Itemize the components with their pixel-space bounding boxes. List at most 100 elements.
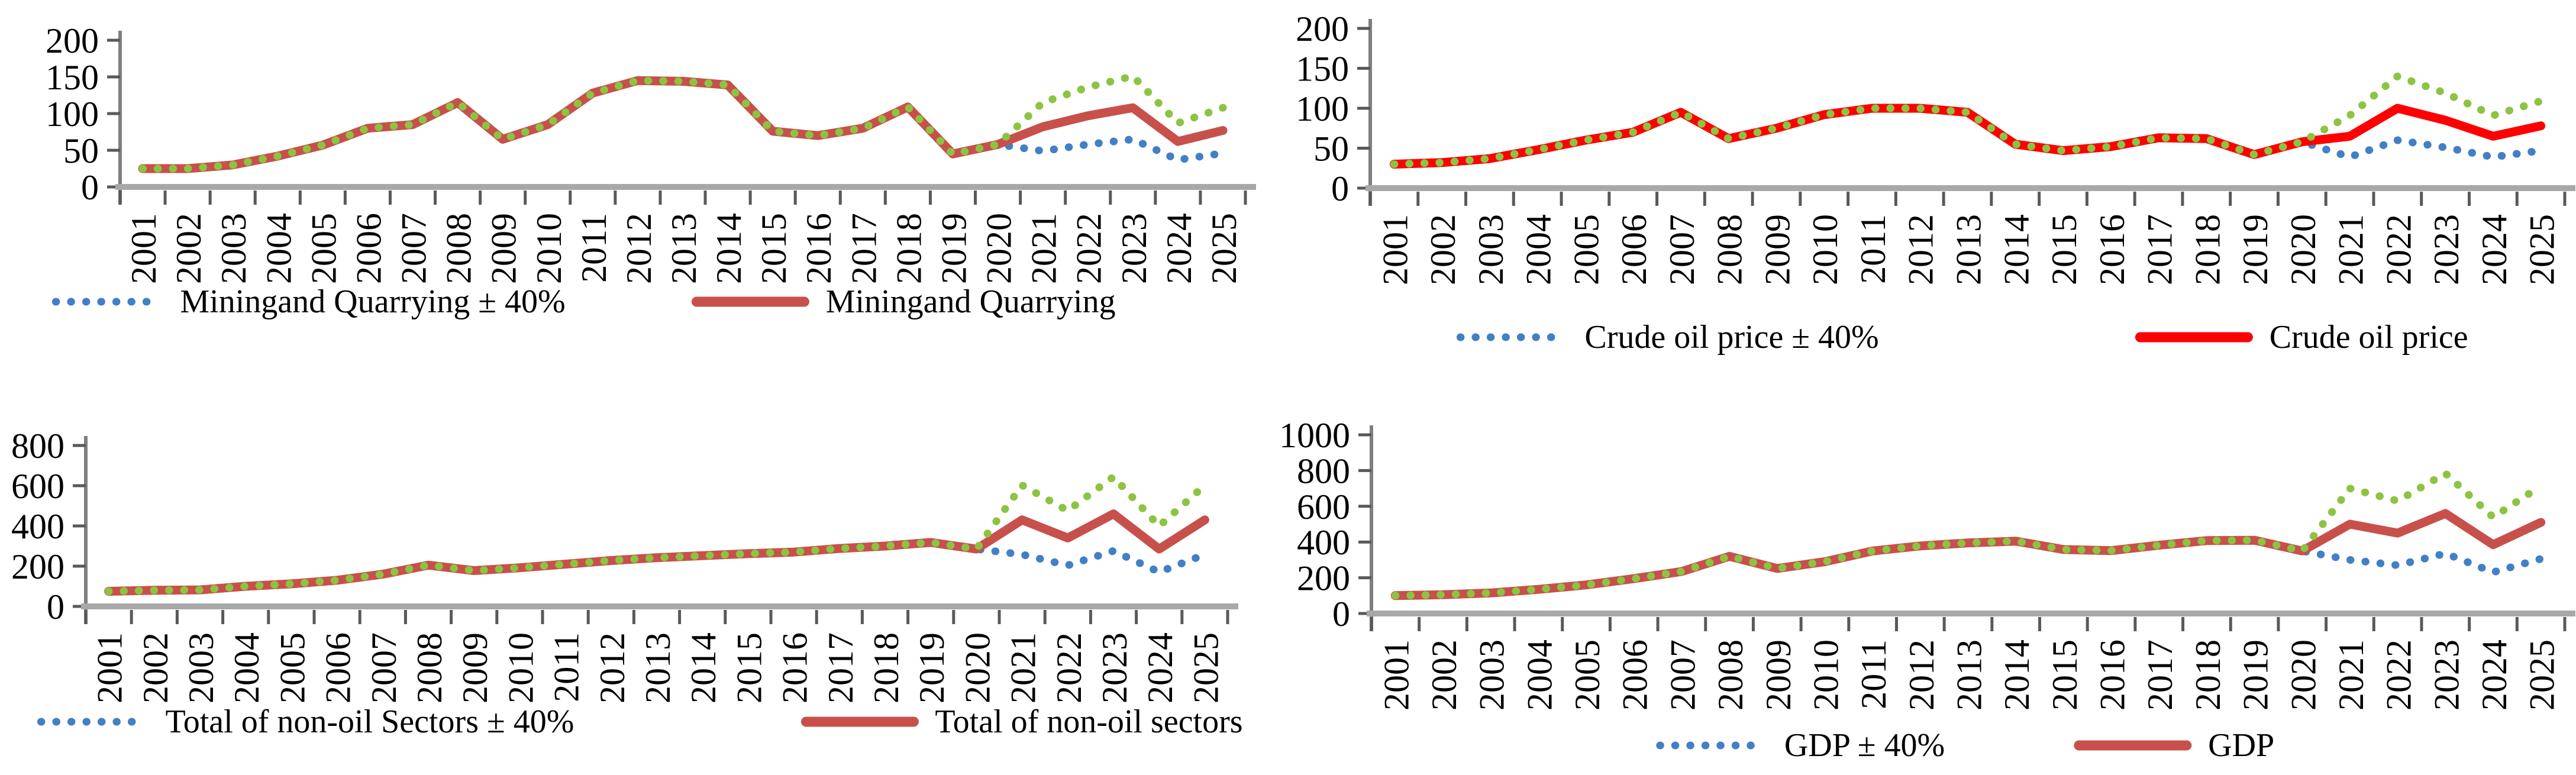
x-axis-year-label: 2001: [91, 632, 130, 703]
legend-item: Crude oil price ± 40%: [1454, 319, 1879, 356]
x-axis-year-label: 2011: [547, 632, 586, 702]
x-axis-year-label: 2003: [214, 213, 253, 284]
x-axis-year-label: 2013: [1949, 214, 1989, 285]
y-axis-tick-label: 600: [11, 467, 64, 506]
x-axis-year-label: 2012: [593, 632, 632, 703]
series-upper-line: [138, 72, 1227, 173]
x-axis-year-label: 2018: [2188, 214, 2227, 285]
x-axis-year-label: 2010: [501, 632, 540, 703]
x-axis-year-label: 2016: [799, 213, 838, 284]
x-axis-year-label: 2024: [2475, 214, 2514, 285]
series-central-line: [104, 509, 1209, 596]
x-axis-year-label: 2006: [319, 632, 358, 703]
x-axis-year-label: 2004: [1520, 640, 1559, 711]
x-axis-year-label: 2003: [1471, 214, 1510, 285]
y-axis-tick-label: 800: [1297, 451, 1350, 490]
legend-item: Crude oil price: [2133, 321, 2468, 354]
x-axis-year-label: 2022: [2379, 214, 2418, 285]
dotted-line-swatch: [37, 718, 149, 726]
y-axis-tick-label: 0: [1332, 595, 1350, 634]
legend-label: GDP ± 40%: [1784, 727, 1945, 764]
chart-panel-non-oil-sectors: 0 200 400 600 800 2001 2002 2003 2004 2005 2006 200…: [0, 379, 1260, 775]
x-axis-year-label: 2004: [259, 213, 298, 284]
y-axis-tick-label: 150: [1296, 50, 1349, 89]
x-axis-year-label: 2006: [1615, 214, 1654, 285]
y-axis-tick-label: 200: [11, 547, 64, 586]
x-axis-year-label: 2018: [867, 632, 906, 703]
legend-label: Crude oil price ± 40%: [1584, 319, 1879, 356]
x-axis-year-label: 2006: [1616, 640, 1655, 711]
x-axis-year-label: 2021: [1025, 213, 1064, 284]
x-axis-year-label: 2001: [1377, 640, 1416, 711]
x-axis-year-label: 2004: [227, 632, 266, 703]
x-axis-year-label: 2007: [1663, 640, 1702, 711]
x-axis-year-label: 2009: [485, 213, 524, 284]
x-axis-year-label: 2015: [729, 632, 769, 703]
x-axis-year-label: 2007: [395, 213, 434, 284]
x-axis-year-label: 2008: [1711, 640, 1750, 711]
legend-item: Miningand Quarrying: [690, 285, 1116, 318]
x-axis-year-label: 2008: [440, 213, 479, 284]
x-axis-year-label: 2021: [2332, 640, 2371, 711]
x-axis-year-label: 2009: [456, 632, 495, 703]
chart-panel-crude-oil: 0 50 100 150 200 2001 2002 2003 2004 2005 2006 2007…: [1260, 0, 2576, 390]
x-axis-year-label: 2022: [1070, 213, 1109, 284]
x-axis-year-label: 2001: [1376, 214, 1415, 285]
chart-panel-mining-quarrying: 0 50 100 150 200 2001 2002 2003 2004 2005 2006 2007…: [0, 0, 1260, 367]
y-axis-tick-label: 800: [11, 427, 64, 466]
x-axis-year-label: 2025: [2523, 640, 2562, 711]
y-axis-tick-label: 50: [1313, 130, 1349, 169]
x-axis-year-label: 2005: [1567, 214, 1606, 285]
x-axis-year-label: 2020: [980, 213, 1019, 284]
x-axis-year-label: 2023: [2427, 214, 2466, 285]
x-axis-year-label: 2025: [2523, 214, 2562, 285]
series-upper-line: [1390, 72, 2545, 168]
y-axis-tick-label: 0: [47, 587, 64, 627]
x-axis-year-label: 2018: [2188, 640, 2228, 711]
y-axis-tick-label: 150: [46, 58, 99, 97]
x-axis-year-label: 2014: [684, 632, 723, 703]
x-axis-year-label: 2024: [1141, 632, 1180, 703]
x-axis-year-label: 2015: [2045, 214, 2084, 285]
x-axis-year-label: 2022: [2380, 640, 2419, 711]
series-upper-line: [1391, 469, 2545, 600]
dotted-line-swatch: [1656, 741, 1768, 750]
x-axis-year-label: 2023: [2427, 640, 2466, 711]
x-axis-year-label: 2010: [530, 213, 569, 284]
y-axis-tick-label: 400: [1297, 523, 1350, 562]
y-axis-tick-label: 400: [11, 507, 64, 546]
x-axis-year-label: 2023: [1115, 213, 1154, 284]
legend-item: GDP ± 40%: [1654, 729, 1945, 762]
x-axis-year-label: 2024: [2475, 640, 2514, 711]
x-axis-year-label: 2003: [182, 632, 221, 703]
legend-item: GDP: [2072, 729, 2274, 762]
x-axis-year-label: 2024: [1160, 213, 1199, 284]
x-axis-year-label: 2002: [1425, 640, 1464, 711]
y-axis-tick-label: 200: [1296, 9, 1349, 49]
x-axis-year-label: 2005: [1568, 640, 1607, 711]
legend-label: Crude oil price: [2269, 319, 2468, 356]
x-axis-year-label: 2003: [1473, 640, 1512, 711]
x-axis-year-label: 2015: [754, 213, 793, 284]
y-axis-tick-label: 100: [46, 95, 99, 134]
x-axis-year-label: 2007: [1663, 214, 1702, 285]
legend-item: Total of non-oil Sectors ± 40%: [35, 705, 574, 738]
y-axis-tick-label: 100: [1296, 89, 1349, 128]
legend-label: Total of non-oil Sectors ± 40%: [165, 703, 574, 740]
x-axis-year-label: 2012: [1902, 640, 1941, 711]
series-lower-line: [1391, 536, 2545, 600]
solid-line-swatch: [2135, 332, 2254, 343]
x-axis-year-label: 2014: [709, 213, 748, 284]
chart-panel-gdp: 0 200 400 600 800 1000 2001 2002 2003 2004 2005 200…: [1260, 379, 2576, 775]
x-axis-year-label: 2009: [1759, 640, 1798, 711]
x-axis-year-label: 2014: [1997, 214, 2036, 285]
x-axis-year-label: 2006: [349, 213, 388, 284]
x-axis-year-label: 2013: [664, 213, 703, 284]
x-axis-year-label: 2017: [2141, 640, 2180, 711]
x-axis-year-label: 2021: [1004, 632, 1043, 703]
y-axis-tick-label: 600: [1297, 487, 1350, 527]
dotted-line-swatch: [1456, 333, 1568, 341]
